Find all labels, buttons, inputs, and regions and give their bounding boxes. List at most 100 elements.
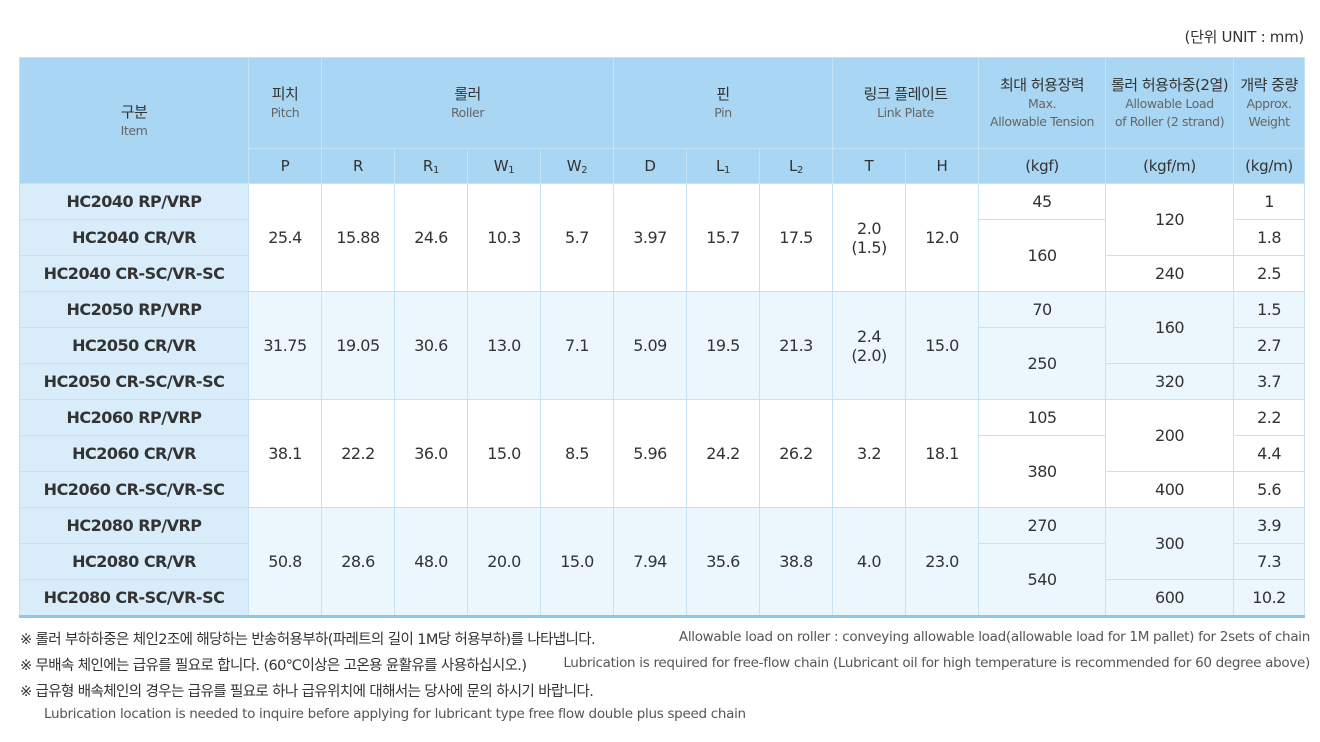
header-pin: 핀 Pin [613,57,834,149]
unit-kgf: (kgf) [978,148,1107,184]
model-name: HC2050 CR-SC/VR-SC [19,363,249,400]
symbol-d: D [613,148,688,184]
roller-w1: 15.0 [467,399,541,508]
weight-value: 5.6 [1233,471,1306,508]
load-value: 300 [1105,507,1235,580]
note-lubrication-location: ※ 급유형 배속체인의 경우는 급유를 필요로 하나 급유위치에 대해서는 당사… [20,677,1310,703]
pin-l1: 15.7 [686,183,761,292]
symbol-r1: R1 [394,148,468,184]
roller-w1: 20.0 [467,507,541,617]
plate-t: 3.2 [832,399,907,508]
model-name: HC2060 RP/VRP [19,399,249,436]
unit-label: (단위 UNIT : mm) [1184,28,1305,46]
header-roller: 롤러 Roller [320,57,615,149]
pin-l1: 35.6 [686,507,761,617]
model-name: HC2060 CR-SC/VR-SC [19,471,249,508]
load-value: 400 [1105,471,1235,508]
weight-value: 7.3 [1233,543,1306,580]
plate-h: 18.1 [905,399,980,508]
table-row: HC2080 RP/VRP 50.8 28.6 48.0 20.0 15.0 7… [19,507,1306,617]
note-lubrication: ※ 무배속 체인에는 급유를 필요로 합니다. (60℃이상은 고온용 윤활유를… [20,651,1310,677]
pin-l2: 21.3 [759,291,834,400]
load-value: 120 [1105,183,1235,256]
tension-value: 380 [978,435,1107,508]
model-name: HC2050 RP/VRP [19,291,249,328]
weight-value: 1.8 [1233,219,1306,256]
plate-t: 2.4 (2.0) [832,291,907,400]
pin-l1: 19.5 [686,291,761,400]
weight-value: 1 [1233,183,1306,220]
note-ko: ※ 급유형 배속체인의 경우는 급유를 필요로 하나 급유위치에 대해서는 당사… [20,684,594,700]
table-row: HC2040 RP/VRP 25.4 15.88 24.6 10.3 5.7 3… [19,183,1306,292]
unit-kg-per-m: (kg/m) [1233,148,1306,184]
tension-value: 270 [978,507,1107,544]
roller-w2: 8.5 [539,399,615,508]
tension-value: 45 [978,183,1107,220]
pitch-value: 31.75 [248,291,322,400]
weight-value: 4.4 [1233,435,1306,472]
load-value: 240 [1105,255,1235,292]
roller-r1: 24.6 [394,183,468,292]
roller-w2: 5.7 [539,183,615,292]
weight-value: 2.2 [1233,399,1306,436]
weight-value: 3.9 [1233,507,1306,544]
table-row: HC2040 CR-SC/VR-SC 240 2.5 [19,255,1306,292]
model-name: HC2050 CR/VR [19,327,249,364]
roller-w2: 15.0 [539,507,615,617]
tension-value: 105 [978,399,1107,436]
model-name: HC2080 RP/VRP [19,507,249,544]
plate-h: 12.0 [905,183,980,292]
symbol-p: P [248,148,322,184]
weight-value: 10.2 [1233,579,1306,617]
pitch-value: 25.4 [248,183,322,292]
model-name: HC2040 CR/VR [19,219,249,256]
weight-value: 2.5 [1233,255,1306,292]
pin-l1: 24.2 [686,399,761,508]
symbol-w1: W1 [467,148,541,184]
table-row: HC2050 RP/VRP 31.75 19.05 30.6 13.0 7.1 … [19,291,1306,400]
model-name: HC2060 CR/VR [19,435,249,472]
table-row: HC2080 CR-SC/VR-SC 600 10.2 [19,579,1306,617]
symbol-l2: L2 [759,148,834,184]
roller-r: 19.05 [321,291,395,400]
weight-value: 3.7 [1233,363,1306,400]
roller-r: 22.2 [321,399,395,508]
pin-d: 5.96 [613,399,688,508]
pin-l2: 38.8 [759,507,834,617]
symbol-w2: W2 [539,148,615,184]
pin-d: 7.94 [613,507,688,617]
roller-w2: 7.1 [539,291,615,400]
table-row: HC2080 CR/VR 540 7.3 [19,543,1306,617]
group-hc2040: HC2040 RP/VRP 25.4 15.88 24.6 10.3 5.7 3… [19,183,1306,292]
pitch-value: 38.1 [248,399,322,508]
model-name: HC2080 CR/VR [19,543,249,580]
load-value: 600 [1105,579,1235,617]
roller-r1: 30.6 [394,291,468,400]
header-link-plate: 링크 플레이트 Link Plate [832,57,980,149]
chain-spec-table: 구분 Item 피치 Pitch 롤러 Roller 핀 Pin 링크 플레이트… [19,57,1306,618]
header-weight: 개략 중량 Approx. Weight [1233,57,1306,149]
roller-r: 28.6 [321,507,395,617]
weight-value: 1.5 [1233,291,1306,328]
note-en: Allowable load on roller : conveying all… [678,629,1310,645]
pitch-value: 50.8 [248,507,322,617]
header-max-tension: 최대 허용장력 Max. Allowable Tension [978,57,1107,149]
roller-r1: 36.0 [394,399,468,508]
tension-value: 70 [978,291,1107,328]
tension-value: 250 [978,327,1107,400]
table-row: HC2050 CR/VR 250 2.7 [19,327,1306,400]
load-value: 200 [1105,399,1235,472]
note-roller-load: ※ 롤러 부하하중은 체인2조에 해당하는 반송허용부하(파레트의 길이 1M당… [20,625,1310,651]
model-name: HC2040 CR-SC/VR-SC [19,255,249,292]
symbol-t: T [832,148,907,184]
group-hc2050: HC2050 RP/VRP 31.75 19.05 30.6 13.0 7.1 … [19,291,1306,400]
model-name: HC2080 CR-SC/VR-SC [19,579,249,617]
roller-r: 15.88 [321,183,395,292]
plate-h: 23.0 [905,507,980,617]
footnotes: ※ 롤러 부하하중은 체인2조에 해당하는 반송허용부하(파레트의 길이 1M당… [20,625,1310,729]
model-name: HC2040 RP/VRP [19,183,249,220]
roller-r1: 48.0 [394,507,468,617]
tension-value: 160 [978,219,1107,292]
roller-w1: 10.3 [467,183,541,292]
pin-d: 3.97 [613,183,688,292]
